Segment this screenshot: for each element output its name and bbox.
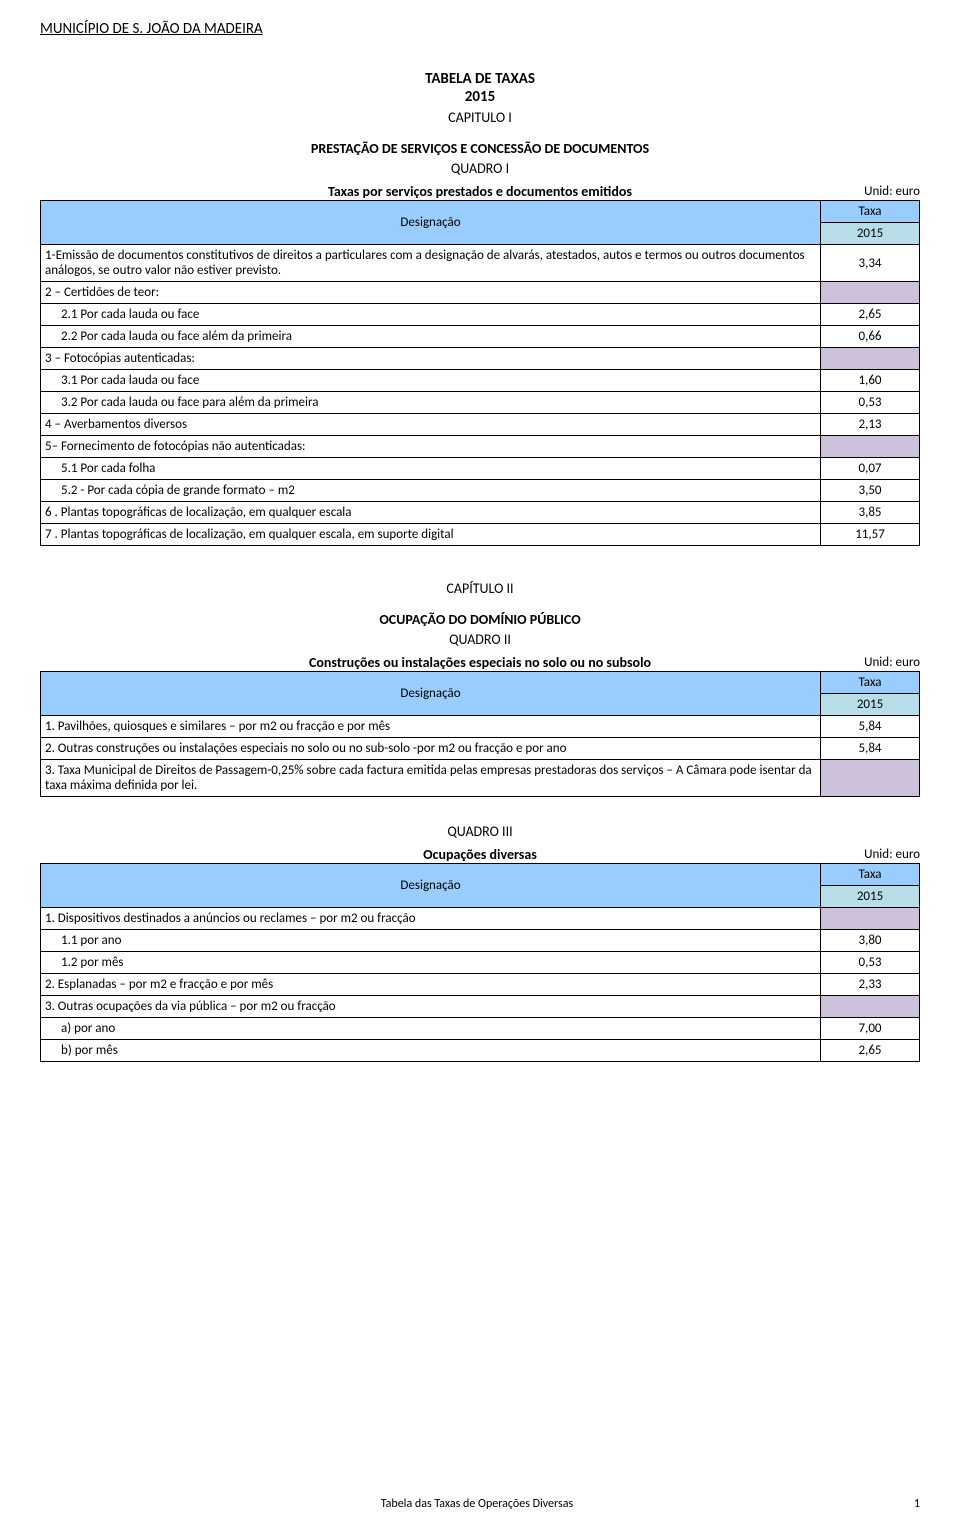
table-row-value (821, 282, 920, 304)
table-row-label: 1-Emissão de documentos constitutivos de… (41, 245, 821, 282)
chapter-2: CAPÍTULO II (40, 580, 920, 597)
chapter-1: CAPITULO I (40, 109, 920, 126)
col-designacao-3: Designação (41, 864, 821, 908)
table-row-label: 5– Fornecimento de fotocópias não autent… (41, 436, 821, 458)
q1-caption: Taxas por serviços prestados e documento… (328, 183, 632, 200)
quadro-2: QUADRO II (40, 631, 920, 648)
table-row-value (821, 996, 920, 1018)
table-row-label: a) por ano (41, 1018, 821, 1040)
table-row-value: 3,50 (821, 480, 920, 502)
table-row-label: 3.2 Por cada lauda ou face para além da … (41, 392, 821, 414)
table-row-value: 7,00 (821, 1018, 920, 1040)
table-row-value: 0,53 (821, 952, 920, 974)
table-row-label: 1. Pavilhões, quiosques e similares – po… (41, 716, 821, 738)
table-row-label: 2. Esplanadas – por m2 e fracção e por m… (41, 974, 821, 996)
table-row-value (821, 348, 920, 370)
doc-title: TABELA DE TAXAS (40, 70, 920, 88)
table-row-value: 3,85 (821, 502, 920, 524)
table-row-value: 11,57 (821, 524, 920, 546)
table-row-label: b) por mês (41, 1040, 821, 1062)
table-row-value: 0,66 (821, 326, 920, 348)
table-row-label: 3.1 Por cada lauda ou face (41, 370, 821, 392)
table-row-value: 0,07 (821, 458, 920, 480)
col-taxa-2: Taxa (821, 672, 920, 694)
table-row-value (821, 436, 920, 458)
table-row-label: 3. Taxa Municipal de Direitos de Passage… (41, 760, 821, 797)
table-row-value: 2,33 (821, 974, 920, 996)
table-row-label: 3. Outras ocupações da via pública – por… (41, 996, 821, 1018)
col-taxa-3: Taxa (821, 864, 920, 886)
table-row-label: 1. Dispositivos destinados a anúncios ou… (41, 908, 821, 930)
table-row-label: 4 – Averbamentos diversos (41, 414, 821, 436)
table-row-value: 5,84 (821, 738, 920, 760)
cap2-heading: OCUPAÇÃO DO DOMÍNIO PÚBLICO (40, 611, 920, 628)
col-taxa: Taxa (821, 201, 920, 223)
q3-unit: Unid: euro (864, 847, 920, 862)
table-row-label: 1.2 por mês (41, 952, 821, 974)
quadro1-table: Designação Taxa 2015 1-Emissão de docume… (40, 200, 920, 546)
doc-header: MUNICÍPIO DE S. JOÃO DA MADEIRA (40, 20, 920, 38)
table-row-value (821, 760, 920, 797)
table-row-label: 2 – Certidões de teor: (41, 282, 821, 304)
col-year-2: 2015 (821, 694, 920, 716)
q2-unit: Unid: euro (864, 655, 920, 670)
col-year-3: 2015 (821, 886, 920, 908)
table-row-value: 1,60 (821, 370, 920, 392)
table-row-value: 2,13 (821, 414, 920, 436)
q2-caption: Construções ou instalações especiais no … (309, 654, 651, 671)
table-row-value: 2,65 (821, 1040, 920, 1062)
quadro-3: QUADRO III (40, 823, 920, 840)
table-row-value: 2,65 (821, 304, 920, 326)
table-row-label: 2. Outras construções ou instalações esp… (41, 738, 821, 760)
table-row-label: 2.2 Por cada lauda ou face além da prime… (41, 326, 821, 348)
quadro3-table: Designação Taxa 2015 1. Dispositivos des… (40, 863, 920, 1062)
table-row-value: 3,34 (821, 245, 920, 282)
q1-unit: Unid: euro (864, 184, 920, 199)
col-designacao: Designação (41, 201, 821, 245)
doc-year: 2015 (40, 88, 920, 106)
footer-page: 1 (914, 1497, 920, 1511)
col-designacao-2: Designação (41, 672, 821, 716)
table-row-label: 2.1 Por cada lauda ou face (41, 304, 821, 326)
table-row-value: 0,53 (821, 392, 920, 414)
quadro-1: QUADRO I (40, 160, 920, 177)
col-year: 2015 (821, 223, 920, 245)
table-row-label: 6 . Plantas topográficas de localização,… (41, 502, 821, 524)
cap1-heading: PRESTAÇÃO DE SERVIÇOS E CONCESSÃO DE DOC… (40, 140, 920, 157)
table-row-label: 7 . Plantas topográficas de localização,… (41, 524, 821, 546)
table-row-value: 3,80 (821, 930, 920, 952)
table-row-label: 5.2 - Por cada cópia de grande formato –… (41, 480, 821, 502)
table-row-label: 1.1 por ano (41, 930, 821, 952)
q3-caption: Ocupações diversas (423, 846, 537, 863)
quadro2-table: Designação Taxa 2015 1. Pavilhões, quios… (40, 671, 920, 797)
footer-left: Tabela das Taxas de Operações Diversas (381, 1497, 573, 1511)
table-row-label: 5.1 Por cada folha (41, 458, 821, 480)
table-row-value: 5,84 (821, 716, 920, 738)
table-row-value (821, 908, 920, 930)
table-row-label: 3 – Fotocópias autenticadas: (41, 348, 821, 370)
